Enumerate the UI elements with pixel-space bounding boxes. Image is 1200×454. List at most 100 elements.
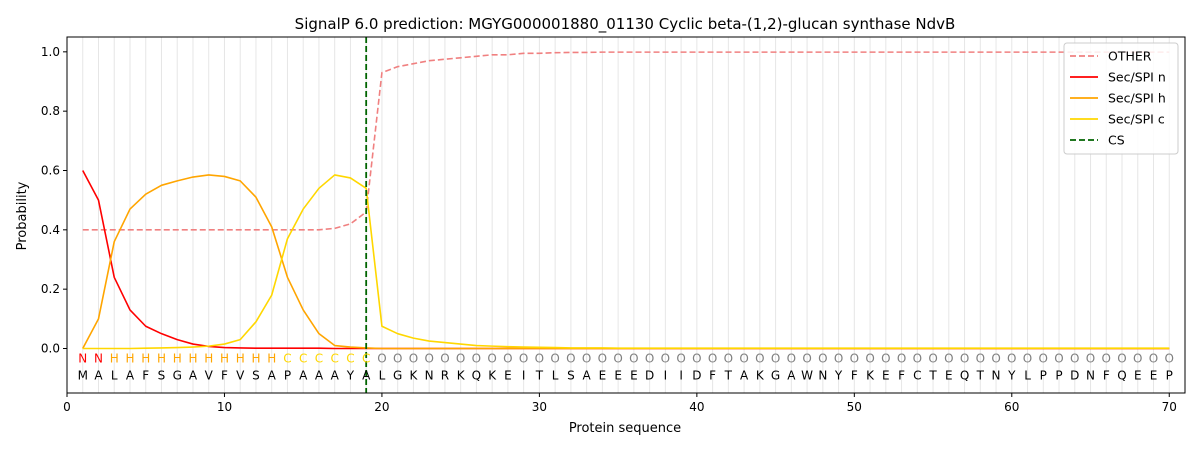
y-tick-label: 0.0 (41, 342, 60, 356)
region-label: O (487, 352, 496, 366)
region-label: O (818, 352, 827, 366)
x-tick-label: 60 (1004, 400, 1019, 414)
series-line-sec-spi-c (82, 174, 1170, 350)
residue-letter: I (679, 368, 683, 382)
residue-letter: W (801, 368, 813, 382)
residue-letter: T (535, 368, 544, 382)
residue-letter: F (709, 368, 716, 382)
region-label: H (141, 352, 150, 366)
region-label: O (1054, 352, 1063, 366)
residue-letter: N (425, 368, 434, 382)
residue-letter: F (221, 368, 228, 382)
region-label: H (110, 352, 119, 366)
region-label: O (881, 352, 890, 366)
region-label: O (535, 352, 544, 366)
region-label: O (1102, 352, 1111, 366)
region-label: O (582, 352, 591, 366)
residue-letter: A (268, 368, 277, 382)
residue-letter: E (614, 368, 622, 382)
region-label: H (267, 352, 276, 366)
residue-letter: K (756, 368, 765, 382)
residue-letter: A (362, 368, 371, 382)
residue-letter: A (299, 368, 308, 382)
plot-area: NMNAHLHAHFHSHGHAHVHFHVHSHACPCACACACYCAOL… (41, 36, 1186, 414)
residue-letter: Y (346, 368, 355, 382)
region-label: C (299, 352, 307, 366)
region-label: O (456, 352, 465, 366)
residue-letter: K (488, 368, 497, 382)
residue-letter: P (1166, 368, 1173, 382)
region-label: O (755, 352, 764, 366)
residue-letter: G (173, 368, 182, 382)
residue-letter: Q (960, 368, 969, 382)
residue-letter: D (692, 368, 701, 382)
region-label: N (78, 352, 87, 366)
region-label: C (362, 352, 370, 366)
residue-letter: V (236, 368, 245, 382)
series-line-other (82, 51, 1170, 231)
region-label: C (330, 352, 338, 366)
region-label: C (315, 352, 323, 366)
region-label: O (377, 352, 386, 366)
residue-letter: E (945, 368, 953, 382)
residue-letter: I (664, 368, 668, 382)
chart-title: SignalP 6.0 prediction: MGYG000001880_01… (295, 15, 956, 34)
residue-letter: A (315, 368, 324, 382)
region-label: H (251, 352, 260, 366)
residue-letter: E (882, 368, 890, 382)
residue-letter: E (1134, 368, 1142, 382)
region-label: O (503, 352, 512, 366)
residue-letter: C (913, 368, 921, 382)
region-label: O (976, 352, 985, 366)
residue-letter: Q (472, 368, 481, 382)
region-label: N (94, 352, 103, 366)
series-line-sec-spi-n (82, 170, 1170, 350)
y-tick-label: 0.2 (41, 282, 60, 296)
y-tick-label: 0.4 (41, 223, 60, 237)
legend-label-sec-spi-n: Sec/SPI n (1108, 70, 1166, 85)
region-label: O (834, 352, 843, 366)
residue-letter: P (284, 368, 291, 382)
residue-letter: D (645, 368, 654, 382)
axes-frame (66, 36, 1186, 394)
region-label: O (787, 352, 796, 366)
residue-letter: N (818, 368, 827, 382)
region-label: O (724, 352, 733, 366)
region-label: O (645, 352, 654, 366)
region-label: O (1117, 352, 1126, 366)
x-axis-ticks: 0 10 20 30 40 50 60 70 (63, 393, 1177, 414)
region-label: H (236, 352, 245, 366)
residue-letter: R (441, 368, 449, 382)
legend: OTHER Sec/SPI n Sec/SPI h Sec/SPI c CS (1063, 42, 1179, 155)
region-label: O (692, 352, 701, 366)
y-axis-ticks: 0.0 0.2 0.4 0.6 0.8 1.0 (41, 45, 67, 356)
residue-letter: P (1055, 368, 1062, 382)
region-label: H (157, 352, 166, 366)
residue-letter: N (1086, 368, 1095, 382)
region-label: O (598, 352, 607, 366)
region-label: O (708, 352, 717, 366)
residue-letter: A (583, 368, 592, 382)
residue-letter: I (522, 368, 526, 382)
region-label: O (1007, 352, 1016, 366)
legend-box (1063, 42, 1179, 155)
region-label: H (188, 352, 197, 366)
series-lines (82, 51, 1170, 350)
region-label: O (1039, 352, 1048, 366)
residue-letter: D (1070, 368, 1079, 382)
region-label: H (204, 352, 213, 366)
region-label: O (550, 352, 559, 366)
region-label: O (1023, 352, 1032, 366)
residue-letter: K (409, 368, 418, 382)
residue-letter: P (1040, 368, 1047, 382)
y-tick-label: 0.6 (41, 164, 60, 178)
residue-letter: Y (834, 368, 843, 382)
region-label: O (928, 352, 937, 366)
residue-letter: L (1024, 368, 1031, 382)
residue-letter: V (205, 368, 214, 382)
region-label: O (944, 352, 953, 366)
region-label: O (566, 352, 575, 366)
x-tick-label: 40 (689, 400, 704, 414)
